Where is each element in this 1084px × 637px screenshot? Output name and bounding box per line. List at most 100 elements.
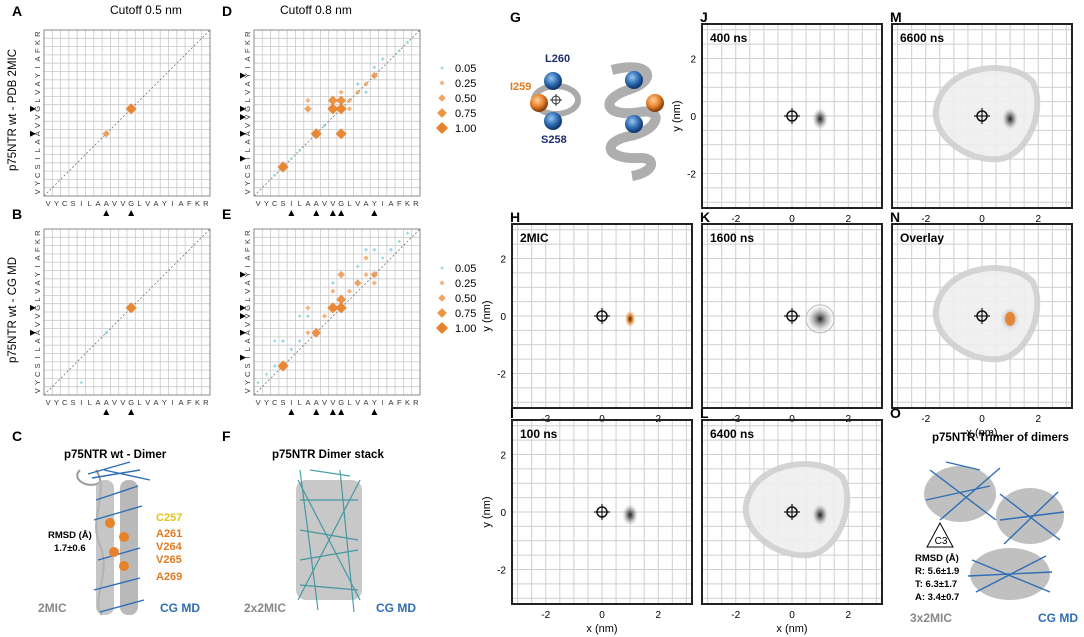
density-x-label: x (nm) (586, 623, 617, 635)
x-tick-label: I (172, 199, 174, 208)
y-tick-label: Y (243, 181, 252, 186)
contact-point (327, 95, 338, 106)
contact-point (277, 360, 289, 372)
panel-c-rmsd-value: 1.7±0.6 (54, 543, 86, 554)
y-tick-label: Y (243, 73, 252, 78)
x-tick-label: Y (264, 398, 269, 407)
contact-point (311, 327, 322, 338)
y-tick-label: R (33, 230, 42, 236)
x-arrow-marker (313, 409, 320, 415)
x-tick-label: G (338, 199, 344, 208)
y-arrow-marker (240, 72, 246, 79)
x-tick-label: K (405, 398, 410, 407)
x-tick-label: F (187, 398, 192, 407)
y-tick-label: V (243, 123, 252, 128)
x-tick-label: V (330, 199, 335, 208)
x-arrow-marker (313, 210, 320, 216)
contact-point (322, 123, 327, 128)
x-tick-label: V (322, 398, 327, 407)
panel-letter-d: D (222, 3, 232, 19)
x-tick-label: L (298, 398, 302, 407)
contact-point (335, 302, 347, 314)
y-tick-label: A (243, 256, 252, 261)
x-tick-label: I (80, 199, 82, 208)
y-tick-label: V (33, 123, 42, 128)
y-arrow-marker (240, 114, 246, 121)
contact-point (125, 103, 137, 115)
x-tick-label: A (178, 398, 183, 407)
contact-point (364, 90, 368, 95)
contact-point (389, 247, 393, 252)
diagonal-line (253, 29, 421, 197)
density-time-label: 1600 ns (710, 231, 754, 245)
density-blob (622, 503, 639, 526)
x-tick-label: C (272, 398, 278, 407)
density-blob-orange (1005, 311, 1016, 326)
density-time-label: 2MIC (520, 231, 549, 245)
contact-point (355, 82, 360, 86)
y-tick-label: I (243, 265, 252, 267)
density-blob (812, 503, 829, 526)
stack-cg-traces (297, 469, 361, 613)
y-arrow-marker (30, 105, 36, 112)
density-frame (511, 419, 693, 605)
x-arrow-marker (371, 210, 378, 216)
density-frame (701, 23, 883, 209)
panel-f-right-label: CG MD (376, 601, 416, 615)
x-tick-label: V (120, 199, 125, 208)
x-tick-label: V (46, 398, 51, 407)
x-tick-label: L (347, 398, 351, 407)
density-time-label: 100 ns (520, 427, 558, 441)
y-tick-label: R (33, 31, 42, 37)
col-title-cutoff-05: Cutoff 0.5 nm (110, 3, 182, 17)
trimer-cg-traces (925, 461, 1065, 593)
y-tick-label: L (33, 297, 42, 301)
contact-point (264, 372, 269, 376)
panel-letter-b: B (12, 206, 22, 222)
y-tick-label: I (33, 357, 42, 359)
density-x-tick: 2 (845, 610, 851, 621)
density-blob (805, 304, 835, 334)
contact-point (289, 347, 294, 352)
x-tick-label: A (305, 199, 310, 208)
x-arrow-marker (338, 409, 345, 415)
x-tick-label: F (397, 398, 402, 407)
density-y-label: y (nm) (481, 300, 493, 331)
side-sphere-2 (646, 94, 664, 112)
col-title-cutoff-08: Cutoff 0.8 nm (280, 3, 352, 17)
contact-point (102, 130, 110, 138)
panel-letter-f: F (222, 428, 231, 444)
y-tick-label: V (33, 289, 42, 294)
contact-point (289, 156, 294, 161)
contact-point (306, 314, 310, 319)
heatmap-frame (253, 228, 421, 396)
density-frame (511, 223, 693, 409)
legend-marker (440, 66, 444, 70)
x-tick-label: V (112, 199, 117, 208)
y-tick-label: V (33, 322, 42, 327)
x-tick-label: S (281, 199, 286, 208)
contact-point (327, 302, 339, 314)
legend-label: 0.50 (455, 293, 476, 305)
panel-o-right-label: CG MD (1038, 611, 1078, 625)
size-legend-bottom: 0.05 0.25 0.50 0.75 1.00 (436, 263, 476, 335)
x-tick-label: V (145, 398, 150, 407)
density-time-label: Overlay (900, 231, 944, 245)
x-tick-label: G (128, 398, 134, 407)
y-tick-label: L (33, 347, 42, 351)
x-arrow-marker (103, 409, 110, 415)
density-y-tick: 0 (690, 112, 696, 123)
contact-point (305, 305, 311, 311)
y-tick-label: L (33, 148, 42, 152)
panel-c-left-label: 2MIC (38, 601, 67, 615)
density-x-tick: 0 (979, 414, 985, 425)
y-tick-label: L (243, 347, 252, 351)
x-arrow-marker (371, 409, 378, 415)
y-tick-label: L (243, 148, 252, 152)
contact-point (330, 288, 336, 294)
density-y-tick: -2 (497, 370, 506, 381)
y-tick-label: I (33, 265, 42, 267)
heatmap-frame (253, 29, 421, 197)
